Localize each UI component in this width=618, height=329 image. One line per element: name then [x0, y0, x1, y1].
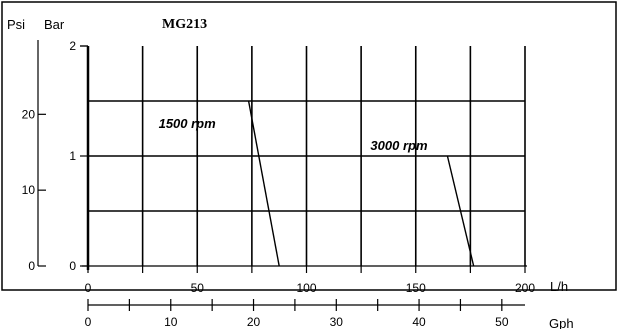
- series-label: 1500 rpm: [159, 116, 217, 131]
- bar-tick-label: 1: [69, 149, 76, 163]
- bar-tick-label: 0: [69, 259, 76, 273]
- gph-tick-label: 30: [330, 315, 344, 329]
- psi-tick-label: 10: [22, 183, 36, 197]
- psi-axis-label: Psi: [7, 17, 25, 32]
- gph-tick-label: 40: [412, 315, 426, 329]
- series-label: 3000 rpm: [370, 138, 428, 153]
- psi-tick-label: 0: [28, 259, 35, 273]
- gph-tick-label: 0: [85, 315, 92, 329]
- gph-axis-label: Gph: [549, 316, 574, 329]
- axes-layer: [37, 40, 527, 306]
- series-line: [446, 155, 475, 267]
- bar-axis-label: Bar: [44, 17, 65, 32]
- lh-tick-label: 100: [296, 281, 316, 295]
- lh-tick-label: 150: [406, 281, 426, 295]
- gph-tick-label: 10: [164, 315, 178, 329]
- lh-tick-label: 0: [85, 281, 92, 295]
- chart-title: MG213: [162, 17, 207, 32]
- series-layer: 1500 rpm 3000 rpm: [159, 100, 475, 267]
- gph-tick-label: 50: [495, 315, 509, 329]
- psi-tick-label: 20: [22, 107, 36, 121]
- lh-axis-label: L/h: [550, 279, 568, 294]
- series-line: [247, 100, 280, 267]
- grid-layer: [88, 46, 526, 266]
- bar-tick-label: 2: [69, 39, 76, 53]
- chart-frame: [1, 1, 617, 291]
- lh-tick-label: 200: [515, 281, 535, 295]
- gph-tick-label: 20: [247, 315, 261, 329]
- lh-tick-label: 50: [191, 281, 205, 295]
